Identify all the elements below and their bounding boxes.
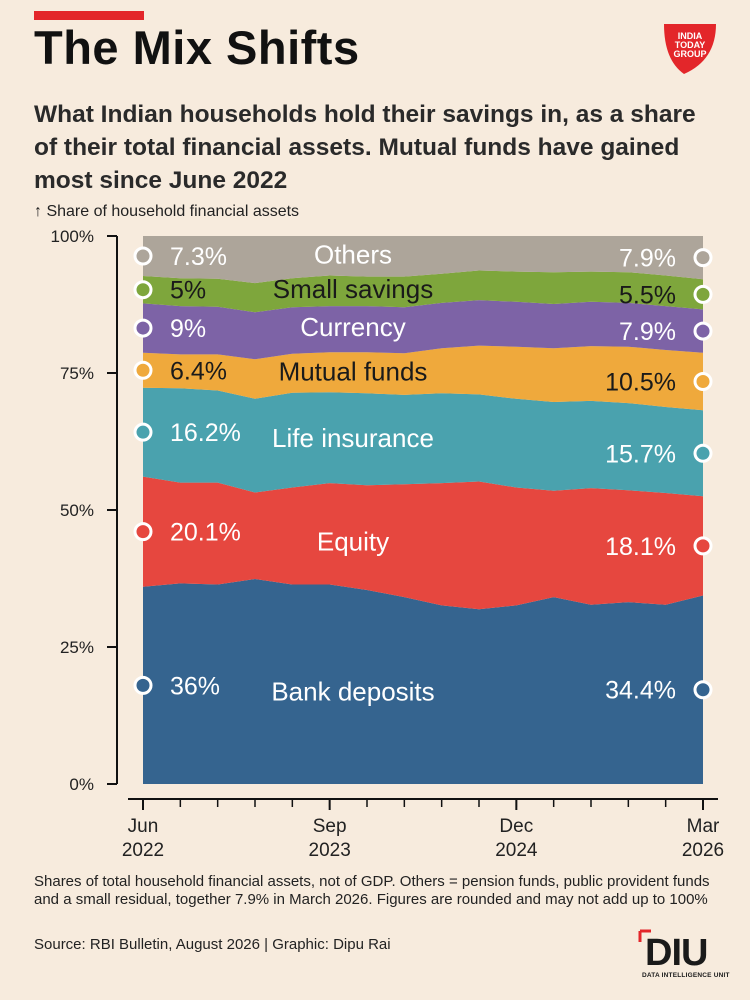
x-tick-label-bottom: 2023 [309,840,351,861]
start-dot-equity [133,522,153,542]
end-dot-equity [693,536,713,556]
start-dot-bank-deposits [133,675,153,695]
area-bank-deposits [143,579,703,784]
x-tick-label-top: Dec [499,816,533,837]
y-axis-label: ↑ Share of household financial assets [34,203,300,220]
area-small-savings [143,270,703,313]
end-value-equity: 18.1% [605,533,676,561]
start-dot-life-insurance [133,422,153,442]
accent-bar [34,11,144,20]
x-tick-label-top: Mar [687,816,720,837]
end-dot-small-savings [693,284,713,304]
start-value-others: 7.3% [170,243,227,271]
y-tick-label: 50% [60,501,94,520]
start-value-mutual-funds: 6.4% [170,357,227,385]
x-tick-label-bottom: 2022 [122,840,164,861]
end-value-bank-deposits: 34.4% [605,677,676,705]
series-label-mutual-funds: Mutual funds [279,356,428,386]
series-label-bank-deposits: Bank deposits [271,677,434,707]
y-tick-label: 25% [60,638,94,657]
end-dot-mutual-funds [693,371,713,391]
end-value-mutual-funds: 10.5% [605,368,676,396]
x-tick-label-top: Jun [128,816,159,837]
stacked-area-chart: 0% 25% 50% 75% 100% Jun 2022 Sep 2023 Dec 2024 Mar 2… [51,227,725,861]
x-tick-label-top: Sep [313,816,347,837]
end-dot-currency [693,321,713,341]
area-equity [143,476,703,610]
diu-logo-icon [638,929,651,942]
end-value-others: 7.9% [619,245,676,273]
area-others [143,236,703,284]
diu-tagline: DATA INTELLIGENCE UNIT [642,972,730,979]
series-label-small-savings: Small savings [273,274,433,304]
series-label-life-insurance: Life insurance [272,423,434,453]
series-label-others: Others [314,240,392,270]
x-tick-label-bottom: 2026 [682,840,724,861]
series-label-currency: Currency [300,312,405,342]
start-value-bank-deposits: 36% [170,672,220,700]
end-dot-life-insurance [693,443,713,463]
y-tick-label: 0% [69,775,94,794]
chart-subtitle: What Indian households hold their saving… [34,101,696,194]
area-life-insurance [143,387,703,497]
page-title: The Mix Shifts [34,21,360,74]
start-value-equity: 20.1% [170,519,241,547]
series-label-equity: Equity [317,526,389,556]
end-dot-others [693,248,713,268]
footnote: Shares of total household financial asse… [34,873,710,908]
start-value-life-insurance: 16.2% [170,419,241,447]
y-tick-label: 75% [60,364,94,383]
diu-logo-text: DIU [645,932,708,974]
end-value-small-savings: 5.5% [619,281,676,309]
x-tick-label-bottom: 2024 [495,840,538,861]
start-dot-currency [133,318,153,338]
start-dot-small-savings [133,280,153,300]
start-value-small-savings: 5% [170,277,206,305]
start-dot-others [133,246,153,266]
area-currency [143,300,703,360]
source-line: Source: RBI Bulletin, August 2026 | Grap… [34,936,391,953]
logo-text: INDIA TODAY GROUP [673,31,707,59]
end-value-currency: 7.9% [619,318,676,346]
start-dot-mutual-funds [133,360,153,380]
start-value-currency: 9% [170,315,206,343]
area-mutual-funds [143,345,703,411]
end-dot-bank-deposits [693,680,713,700]
end-value-life-insurance: 15.7% [605,440,676,468]
y-tick-label: 100% [51,227,94,246]
india-today-logo-icon [664,24,716,74]
